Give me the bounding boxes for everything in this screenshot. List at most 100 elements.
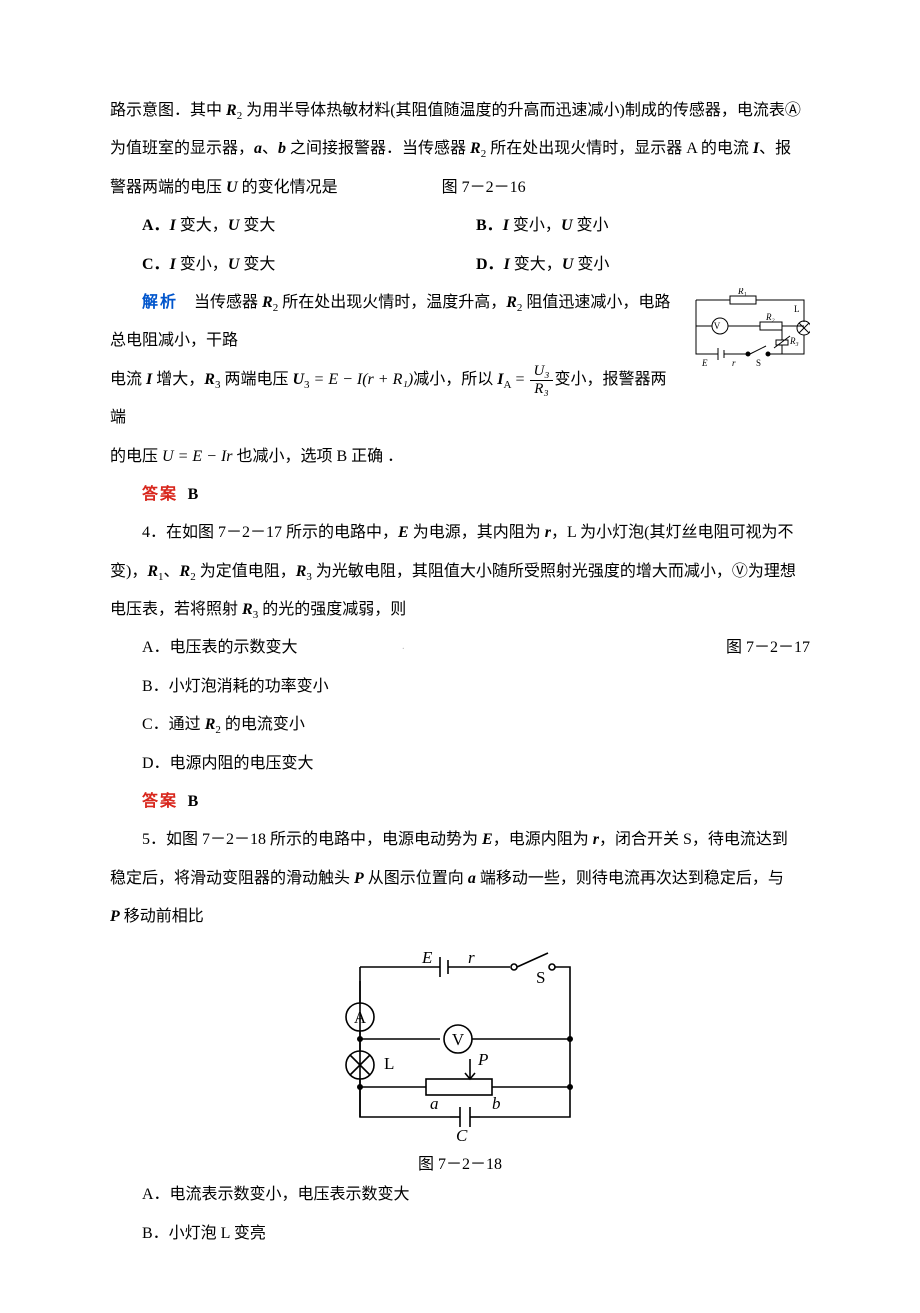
text: 电压表，若将照射 bbox=[110, 601, 242, 618]
text: 也减小，选项 B 正确 ． bbox=[233, 448, 404, 465]
denominator: R₃ bbox=[530, 381, 552, 398]
var-P: P bbox=[354, 870, 364, 887]
text: ，L 为小灯泡(其灯丝电阻可视为不 bbox=[551, 524, 794, 541]
figure-7-2-18: E r S A V L P a b C 图 7－2－18 bbox=[110, 947, 810, 1177]
option-B: B．I 变小，U 变小 bbox=[476, 207, 810, 245]
q4-option-C: C．通过 R2 的电流变小 bbox=[110, 706, 810, 744]
text: 的变化情况是 bbox=[238, 179, 338, 196]
option-row-1: A．I 变大，U 变大 B．I 变小，U 变小 bbox=[110, 207, 810, 245]
q5-line1: 5．如图 7－2－18 所示的电路中，电源电动势为 E，电源内阻为 r，闭合开关… bbox=[110, 821, 810, 859]
text: 5．如图 7－2－18 所示的电路中，电源电动势为 bbox=[142, 831, 482, 848]
svg-text:V: V bbox=[714, 321, 721, 331]
text: 的光的强度减弱，则 bbox=[258, 601, 406, 618]
text: 端移动一些，则待电流再次达到稳定后，与 bbox=[476, 870, 784, 887]
q4-option-D: D．电源内阻的电压变大 bbox=[110, 745, 810, 783]
q4-line1: 4．在如图 7－2－17 所示的电路中，E 为电源，其内阻为 r，L 为小灯泡(… bbox=[110, 514, 810, 552]
var-a: a bbox=[468, 870, 476, 887]
text: 之间接报警器．当传感器 bbox=[286, 140, 470, 157]
text: 所在处出现火情时，显示器 A 的电流 bbox=[486, 140, 753, 157]
svg-text:R₂: R₂ bbox=[765, 312, 775, 322]
label-P: P bbox=[477, 1050, 488, 1069]
var-R: R bbox=[204, 371, 215, 388]
var-a: a bbox=[254, 140, 262, 157]
svg-text:E: E bbox=[701, 358, 708, 368]
text: 当传感器 bbox=[178, 294, 262, 311]
q4-option-A: A．电压表的示数变大 bbox=[142, 639, 298, 656]
label-L: L bbox=[384, 1054, 394, 1073]
q4-line2: 变)，R1、R2 为定值电阻，R3 为光敏电阻，其阻值大小随所受照射光强度的增大… bbox=[110, 553, 810, 591]
figure-ref-7-2-16: 图 7－2－16 bbox=[442, 179, 526, 196]
option-D: D．I 变大，U 变小 bbox=[476, 246, 810, 284]
var-R: R bbox=[262, 294, 273, 311]
var-P: P bbox=[110, 908, 120, 925]
q4-optA-row: A．电压表的示数变大 · 图 7－2－17 bbox=[110, 629, 810, 667]
label-V: V bbox=[452, 1030, 465, 1049]
option-C: C．I 变小，U 变大 bbox=[142, 246, 476, 284]
text: 路示意图．其中 bbox=[110, 102, 226, 119]
var-b: b bbox=[278, 140, 286, 157]
svg-text:L: L bbox=[794, 304, 800, 314]
q5-line3: P 移动前相比 bbox=[110, 898, 810, 936]
text: 移动前相比 bbox=[120, 908, 204, 925]
var-R: R bbox=[296, 563, 307, 580]
answer-line-1: 答案B bbox=[110, 476, 810, 514]
label-A: A bbox=[354, 1008, 367, 1027]
text: 减小，所以 bbox=[413, 371, 497, 388]
text: 、 bbox=[164, 563, 180, 580]
var-U: U bbox=[226, 179, 238, 196]
text: 稳定后，将滑动变阻器的滑动触头 bbox=[110, 870, 354, 887]
equals: = bbox=[511, 371, 528, 388]
circuit-diagram-7-2-18: E r S A V L P a b C bbox=[330, 947, 590, 1147]
figure-ref-7-2-17: 图 7－2－17 bbox=[694, 629, 810, 667]
var-E: E bbox=[398, 524, 409, 541]
text: 警器两端的电压 bbox=[110, 179, 226, 196]
text: 、报 bbox=[759, 140, 791, 157]
var-R: R bbox=[470, 140, 481, 157]
text: 为电源，其内阻为 bbox=[409, 524, 545, 541]
var-R: R bbox=[180, 563, 191, 580]
q-tail-para: 路示意图．其中 R2 为用半导体热敏材料(其阻值随温度的升高而迅速减小)制成的传… bbox=[110, 92, 810, 130]
answer-value: B bbox=[188, 793, 199, 810]
label-E: E bbox=[421, 948, 433, 967]
text: 的电流变小 bbox=[221, 716, 305, 733]
text: 4．在如图 7－2－17 所示的电路中， bbox=[142, 524, 398, 541]
text: 所在处出现火情时，温度升高， bbox=[278, 294, 506, 311]
var-U: U bbox=[292, 371, 304, 388]
q4-line3: 电压表，若将照射 R3 的光的强度减弱，则 bbox=[110, 591, 810, 629]
option-A: A．I 变大，U 变大 bbox=[142, 207, 476, 245]
var-E: E bbox=[482, 831, 493, 848]
var-R: R bbox=[147, 563, 158, 580]
q-tail-para-2: 为值班室的显示器，a、b 之间接报警器．当传感器 R2 所在处出现火情时，显示器… bbox=[110, 130, 810, 168]
text: 两端电压 bbox=[220, 371, 292, 388]
text: C．通过 bbox=[142, 716, 205, 733]
q5-option-A: A．电流表示数变小，电压表示数变大 bbox=[110, 1176, 810, 1214]
label-C: C bbox=[456, 1126, 468, 1145]
label-a: a bbox=[430, 1094, 439, 1113]
text: 为用半导体热敏材料(其阻值随温度的升高而迅速减小)制成的传感器，电流表Ⓐ bbox=[242, 102, 801, 119]
equation: U = E − Ir bbox=[162, 448, 232, 465]
fraction: U₃R₃ bbox=[530, 363, 552, 397]
text: 为值班室的显示器， bbox=[110, 140, 254, 157]
numerator: U₃ bbox=[530, 363, 552, 381]
text: ，电源内阻为 bbox=[493, 831, 593, 848]
stray-dot: · bbox=[402, 644, 405, 655]
text: 变)， bbox=[110, 563, 147, 580]
var-R: R bbox=[506, 294, 517, 311]
answer-label: 答案 bbox=[142, 486, 178, 503]
var-R: R bbox=[226, 102, 237, 119]
q4-option-B: B．小灯泡消耗的功率变小 bbox=[110, 668, 810, 706]
equation: = E − I(r + R₁) bbox=[310, 371, 414, 388]
analysis-block: R₁ R₂ R₃ L V E r S 解析 当传感器 R2 所在处出现火情时，温… bbox=[110, 284, 810, 476]
svg-text:R₁: R₁ bbox=[737, 288, 747, 296]
text: 从图示位置向 bbox=[364, 870, 468, 887]
answer-label: 答案 bbox=[142, 793, 178, 810]
text: 、 bbox=[262, 140, 278, 157]
label-b: b bbox=[492, 1094, 501, 1113]
figure-caption: 图 7－2－18 bbox=[110, 1154, 810, 1176]
var-R: R bbox=[242, 601, 253, 618]
text: 为定值电阻， bbox=[196, 563, 296, 580]
text: 的电压 bbox=[110, 448, 162, 465]
svg-text:r: r bbox=[732, 358, 736, 368]
text: 为光敏电阻，其阻值大小随所受照射光强度的增大而减小，Ⓥ为理想 bbox=[312, 563, 796, 580]
label-r: r bbox=[468, 948, 475, 967]
